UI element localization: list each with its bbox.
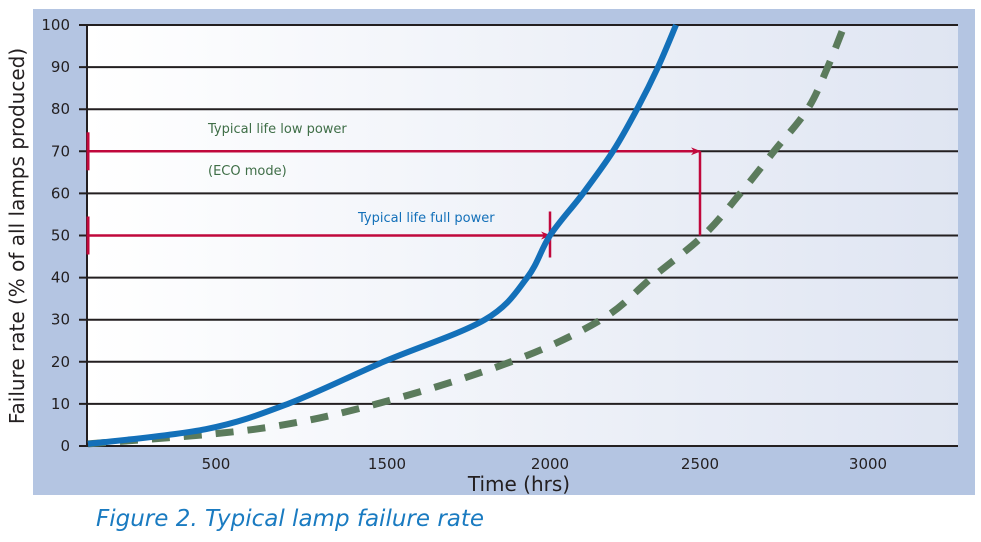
x-tick-label: 1500 [368, 455, 406, 473]
y-tick-label: 0 [60, 437, 70, 455]
annotation-full-power: Typical life full power [357, 211, 495, 226]
y-tick-label: 10 [51, 395, 70, 413]
annotation-low-power: Typical life low power [207, 122, 347, 137]
x-tick-label: 3000 [849, 455, 887, 473]
y-tick-label: 70 [51, 142, 70, 160]
x-tick-label: 2500 [681, 455, 719, 473]
annotation-eco-mode: (ECO mode) [208, 164, 287, 179]
y-tick-label: 50 [51, 227, 70, 245]
series-line-low-power [87, 23, 848, 448]
y-axis-title: Failure rate (% of all lamps produced) [5, 48, 29, 424]
y-tick-label: 20 [51, 353, 70, 371]
series-lines [87, 23, 848, 448]
series-line-full-power [87, 23, 679, 447]
y-tick-labels: 0 10 20 30 40 50 60 70 80 90 100 [41, 16, 70, 455]
x-tick-labels: 500 1500 2000 2500 3000 [202, 455, 887, 473]
figure-caption: Figure 2. Typical lamp failure rate [96, 506, 485, 532]
y-tick-label: 30 [51, 311, 70, 329]
x-tick-label: 500 [202, 455, 231, 473]
y-tick-label: 90 [51, 58, 70, 76]
y-tick-label: 40 [51, 269, 70, 287]
x-tick-label: 2000 [531, 455, 569, 473]
y-tick-label: 80 [51, 100, 70, 118]
x-axis-title: Time (hrs) [467, 472, 570, 496]
y-tick-label: 60 [51, 184, 70, 202]
y-tick-label: 100 [41, 16, 70, 34]
